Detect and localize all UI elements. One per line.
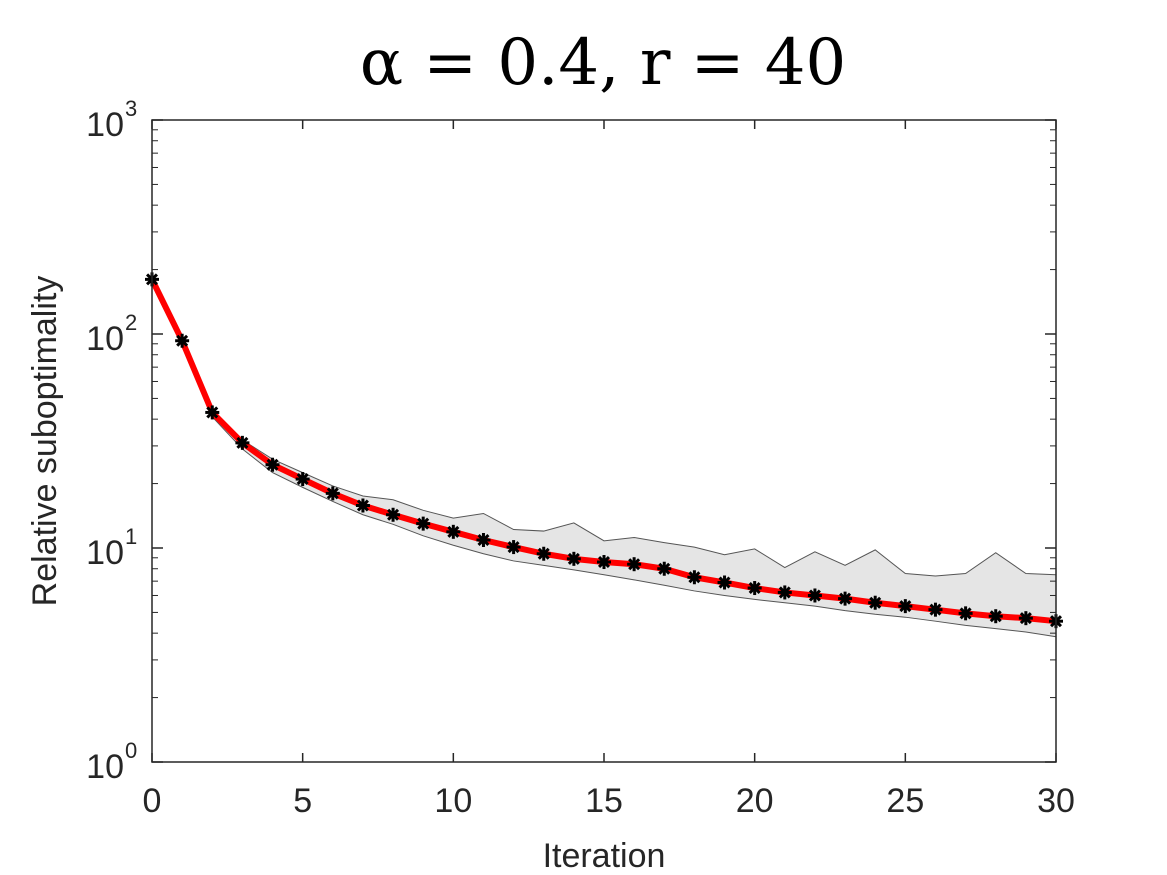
data-point: [1018, 611, 1033, 626]
data-point: [717, 575, 732, 590]
y-tick-label: 10: [86, 320, 124, 358]
y-tick-label: 10: [86, 748, 124, 786]
y-tick-exponent: 1: [125, 524, 137, 549]
x-tick-label: 0: [143, 782, 162, 820]
confidence-band-fill: [152, 279, 1056, 637]
x-tick-label: 5: [293, 782, 312, 820]
data-point: [205, 405, 220, 420]
y-tick-label: 10: [86, 106, 124, 144]
data-point: [868, 595, 883, 610]
band-upper-edge: [151, 279, 1057, 577]
y-tick-exponent: 0: [125, 738, 137, 763]
y-tick-exponent: 3: [125, 96, 137, 121]
confidence-band-layer: [151, 279, 1057, 638]
data-point: [838, 591, 853, 606]
data-point: [386, 507, 401, 522]
x-axis-label: Iteration: [543, 837, 666, 875]
y-tick-exponent: 2: [125, 310, 137, 335]
x-tick-label: 15: [585, 782, 623, 820]
data-point: [747, 581, 762, 596]
data-point: [958, 606, 973, 621]
data-point: [898, 599, 913, 614]
band-lower-edge: [151, 279, 1057, 638]
data-point: [566, 551, 581, 566]
data-point: [325, 486, 340, 501]
data-point: [988, 609, 1003, 624]
data-point: [295, 472, 310, 487]
data-point: [265, 457, 280, 472]
data-point: [807, 588, 822, 603]
y-axis-label: Relative suboptimality: [26, 276, 64, 607]
data-point: [416, 516, 431, 531]
data-point: [506, 540, 521, 555]
data-point: [235, 435, 250, 450]
data-point: [777, 585, 792, 600]
plot-area-frame: [151, 119, 1057, 763]
data-point: [446, 524, 461, 539]
data-point: [597, 555, 611, 570]
data-point: [627, 557, 642, 572]
y-tick-label: 10: [86, 534, 124, 572]
chart-title: α = 0.4, r = 40: [360, 26, 846, 100]
data-point: [175, 333, 190, 348]
marker-layer: [145, 272, 1063, 629]
x-tick-label: 10: [434, 782, 472, 820]
data-point: [355, 498, 370, 513]
data-point: [657, 561, 672, 576]
x-tick-label: 20: [736, 782, 774, 820]
data-point: [928, 602, 943, 617]
data-point: [536, 546, 551, 561]
x-tick-label: 25: [886, 782, 924, 820]
data-point: [476, 532, 491, 547]
x-tick-label: 30: [1037, 782, 1075, 820]
data-point: [687, 570, 702, 585]
